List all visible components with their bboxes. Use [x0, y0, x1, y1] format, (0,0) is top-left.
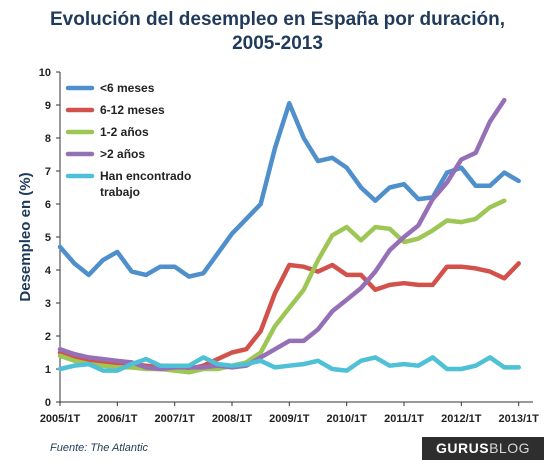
x-tick-label: 2007/1T [154, 413, 195, 425]
chart-title-line-1: Evolución del desempleo en España por du… [49, 9, 506, 30]
legend-label: Han encontrado [100, 169, 191, 183]
x-tick-label: 2006/1T [97, 413, 138, 425]
y-tick-label: 3 [45, 298, 51, 310]
legend-label: trabajo [100, 185, 140, 199]
series-line-2 [57, 198, 507, 375]
y-tick-label: 7 [45, 166, 51, 178]
y-tick-label: 0 [45, 397, 51, 409]
chart-axes: 0 1 2 3 4 5 6 7 8 9 10 2005/1T 2006/1T 2007/1T 2008/1T… [39, 67, 539, 425]
chart-title: Evolución del desempleo en España por du… [0, 8, 555, 56]
x-tick-label: 2005/1T [40, 413, 81, 425]
x-tick-label: 2009/1T [269, 413, 310, 425]
x-tick-label: 2013/1T [498, 413, 539, 425]
legend-label: 6-12 meses [100, 103, 165, 117]
y-tick-label: 9 [45, 100, 51, 112]
chart-title-line-2: 2005-2013 [232, 33, 323, 54]
brand-logo: GURUSBLOG [422, 437, 544, 460]
x-tick-label: 2010/1T [326, 413, 367, 425]
x-tick-label: 2008/1T [212, 413, 253, 425]
x-tick-label: 2012/1T [441, 413, 482, 425]
legend-label: >2 años [100, 147, 145, 161]
legend-label: <6 meses [100, 81, 155, 95]
source-note: Fuente: The Atlantic [50, 442, 149, 454]
y-tick-label: 10 [39, 67, 51, 79]
brand-logo-part2: BLOG [489, 440, 530, 456]
y-tick-label: 4 [45, 265, 52, 277]
series-line-1 [57, 261, 521, 372]
y-tick-label: 2 [45, 331, 51, 343]
series-line-4 [57, 355, 521, 373]
legend-label: 1-2 años [100, 125, 149, 139]
x-tick-label: 2011/1T [384, 413, 424, 425]
y-tick-label: 1 [45, 364, 51, 376]
brand-logo-part1: GURUS [436, 440, 490, 456]
y-tick-label: 8 [45, 133, 51, 145]
y-tick-label: 5 [45, 232, 51, 244]
series-line-0 [57, 101, 521, 279]
y-tick-label: 6 [45, 199, 51, 211]
chart-series [57, 97, 521, 375]
y-axis-label: Desempleo en (%) [17, 172, 34, 301]
chart-legend: <6 meses 6-12 meses 1-2 años >2 años Han enc… [65, 81, 191, 199]
series-line-3 [57, 97, 507, 372]
